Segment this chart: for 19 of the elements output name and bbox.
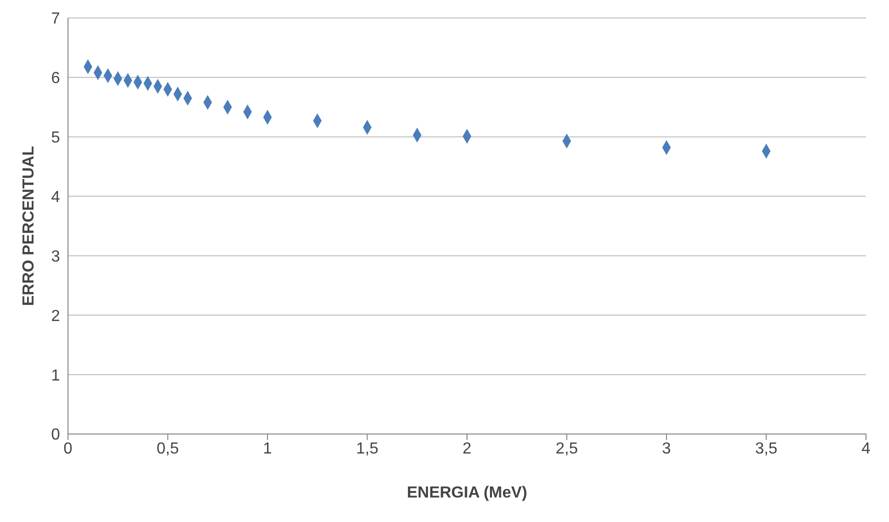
y-tick-label: 5 [51, 130, 60, 147]
y-tick-label: 4 [51, 188, 60, 206]
x-tick-label: 3,5 [755, 440, 778, 458]
x-tick-label: 2 [462, 440, 472, 458]
x-tick-label: 4 [862, 440, 871, 458]
y-tick-label: 6 [51, 70, 60, 88]
y-axis-title: ERRO PERCENTUAL [20, 146, 38, 306]
y-tick-label: 0 [51, 426, 60, 444]
x-tick-label: 0,5 [156, 440, 179, 458]
x-tick-label: 1,5 [356, 440, 378, 458]
x-tick-label: 2,5 [556, 440, 578, 458]
x-tick-label: 1 [263, 440, 272, 458]
y-tick-label: 3 [51, 248, 60, 266]
x-axis-title: ENERGIA (MeV) [406, 484, 528, 502]
x-tick-label: 3 [662, 440, 672, 458]
y-tick-label: 7 [51, 10, 60, 28]
x-tick-label: 0 [64, 440, 73, 458]
y-tick-label: 1 [51, 367, 60, 384]
y-tick-label: 2 [51, 308, 60, 325]
